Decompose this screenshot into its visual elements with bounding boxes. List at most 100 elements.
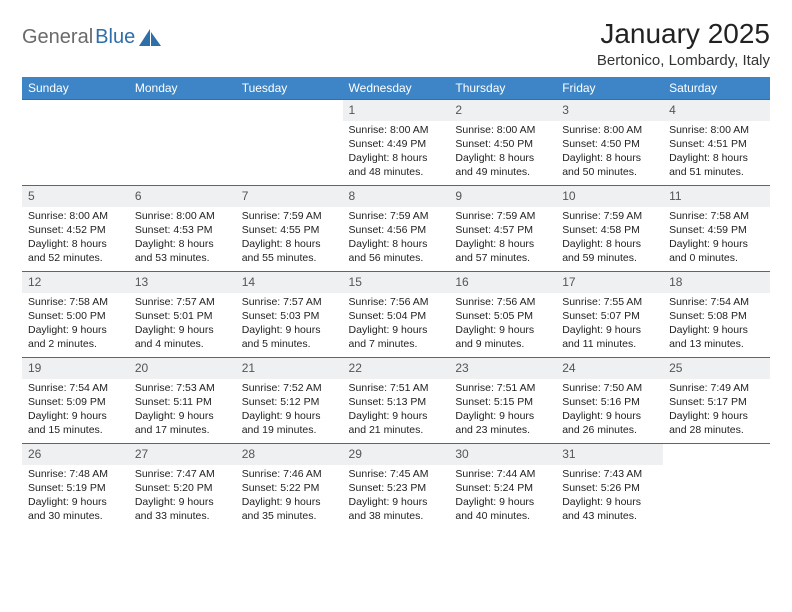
daylight-text: Daylight: 9 hours and 17 minutes. (135, 409, 230, 437)
day-number: 6 (129, 186, 236, 207)
sunset-text: Sunset: 4:50 PM (455, 137, 550, 151)
day-number: 27 (129, 444, 236, 465)
sunrise-text: Sunrise: 7:50 AM (562, 381, 657, 395)
brand-part2: Blue (95, 26, 135, 49)
brand-part1: General (22, 26, 93, 49)
sunset-text: Sunset: 5:08 PM (669, 309, 764, 323)
day-number: 19 (22, 358, 129, 379)
header: GeneralBlue January 2025 Bertonico, Lomb… (22, 18, 770, 69)
daylight-text: Daylight: 9 hours and 43 minutes. (562, 495, 657, 523)
day-info: Sunrise: 7:59 AMSunset: 4:56 PMDaylight:… (343, 207, 450, 270)
calendar-day-cell: 25Sunrise: 7:49 AMSunset: 5:17 PMDayligh… (663, 358, 770, 444)
sunset-text: Sunset: 4:51 PM (669, 137, 764, 151)
daylight-text: Daylight: 9 hours and 30 minutes. (28, 495, 123, 523)
sunrise-text: Sunrise: 7:49 AM (669, 381, 764, 395)
day-number: 17 (556, 272, 663, 293)
calendar-day-cell: 8Sunrise: 7:59 AMSunset: 4:56 PMDaylight… (343, 186, 450, 272)
calendar-day-cell: 21Sunrise: 7:52 AMSunset: 5:12 PMDayligh… (236, 358, 343, 444)
day-info: Sunrise: 7:44 AMSunset: 5:24 PMDaylight:… (449, 465, 556, 528)
day-number: 14 (236, 272, 343, 293)
daylight-text: Daylight: 9 hours and 11 minutes. (562, 323, 657, 351)
daylight-text: Daylight: 9 hours and 33 minutes. (135, 495, 230, 523)
calendar-day-cell: 17Sunrise: 7:55 AMSunset: 5:07 PMDayligh… (556, 272, 663, 358)
calendar-day-cell: 5Sunrise: 8:00 AMSunset: 4:52 PMDaylight… (22, 186, 129, 272)
sunset-text: Sunset: 5:03 PM (242, 309, 337, 323)
day-number: 10 (556, 186, 663, 207)
day-number: 5 (22, 186, 129, 207)
sunset-text: Sunset: 5:13 PM (349, 395, 444, 409)
day-info: Sunrise: 7:46 AMSunset: 5:22 PMDaylight:… (236, 465, 343, 528)
calendar-day-cell (22, 100, 129, 186)
day-number: 13 (129, 272, 236, 293)
day-info: Sunrise: 7:49 AMSunset: 5:17 PMDaylight:… (663, 379, 770, 442)
sunrise-text: Sunrise: 7:53 AM (135, 381, 230, 395)
sunset-text: Sunset: 5:12 PM (242, 395, 337, 409)
daylight-text: Daylight: 9 hours and 7 minutes. (349, 323, 444, 351)
day-info: Sunrise: 7:51 AMSunset: 5:15 PMDaylight:… (449, 379, 556, 442)
day-info: Sunrise: 7:48 AMSunset: 5:19 PMDaylight:… (22, 465, 129, 528)
calendar-day-cell: 29Sunrise: 7:45 AMSunset: 5:23 PMDayligh… (343, 444, 450, 530)
calendar-week-row: 19Sunrise: 7:54 AMSunset: 5:09 PMDayligh… (22, 358, 770, 444)
day-number: 30 (449, 444, 556, 465)
calendar-table: Sunday Monday Tuesday Wednesday Thursday… (22, 77, 770, 530)
day-number: 28 (236, 444, 343, 465)
day-info: Sunrise: 7:59 AMSunset: 4:58 PMDaylight:… (556, 207, 663, 270)
calendar-day-cell: 23Sunrise: 7:51 AMSunset: 5:15 PMDayligh… (449, 358, 556, 444)
sunset-text: Sunset: 4:50 PM (562, 137, 657, 151)
day-number: 4 (663, 100, 770, 121)
daylight-text: Daylight: 8 hours and 50 minutes. (562, 151, 657, 179)
sunrise-text: Sunrise: 7:44 AM (455, 467, 550, 481)
sunrise-text: Sunrise: 7:58 AM (669, 209, 764, 223)
daylight-text: Daylight: 9 hours and 23 minutes. (455, 409, 550, 437)
sunset-text: Sunset: 5:22 PM (242, 481, 337, 495)
sunrise-text: Sunrise: 7:46 AM (242, 467, 337, 481)
day-number: 11 (663, 186, 770, 207)
sunset-text: Sunset: 4:56 PM (349, 223, 444, 237)
calendar-day-cell: 9Sunrise: 7:59 AMSunset: 4:57 PMDaylight… (449, 186, 556, 272)
day-number: 18 (663, 272, 770, 293)
sunset-text: Sunset: 5:19 PM (28, 481, 123, 495)
calendar-day-cell: 20Sunrise: 7:53 AMSunset: 5:11 PMDayligh… (129, 358, 236, 444)
day-info: Sunrise: 7:56 AMSunset: 5:05 PMDaylight:… (449, 293, 556, 356)
calendar-day-cell: 19Sunrise: 7:54 AMSunset: 5:09 PMDayligh… (22, 358, 129, 444)
day-info: Sunrise: 7:54 AMSunset: 5:09 PMDaylight:… (22, 379, 129, 442)
day-number: 26 (22, 444, 129, 465)
sunset-text: Sunset: 4:53 PM (135, 223, 230, 237)
weekday-header: Friday (556, 77, 663, 100)
sunrise-text: Sunrise: 7:51 AM (455, 381, 550, 395)
daylight-text: Daylight: 9 hours and 21 minutes. (349, 409, 444, 437)
daylight-text: Daylight: 9 hours and 19 minutes. (242, 409, 337, 437)
daylight-text: Daylight: 9 hours and 26 minutes. (562, 409, 657, 437)
daylight-text: Daylight: 8 hours and 53 minutes. (135, 237, 230, 265)
sunrise-text: Sunrise: 7:56 AM (455, 295, 550, 309)
calendar-day-cell: 6Sunrise: 8:00 AMSunset: 4:53 PMDaylight… (129, 186, 236, 272)
day-number: 9 (449, 186, 556, 207)
sunrise-text: Sunrise: 7:54 AM (669, 295, 764, 309)
calendar-day-cell: 13Sunrise: 7:57 AMSunset: 5:01 PMDayligh… (129, 272, 236, 358)
day-number: 3 (556, 100, 663, 121)
sunset-text: Sunset: 5:05 PM (455, 309, 550, 323)
sunset-text: Sunset: 5:07 PM (562, 309, 657, 323)
calendar-day-cell: 7Sunrise: 7:59 AMSunset: 4:55 PMDaylight… (236, 186, 343, 272)
daylight-text: Daylight: 9 hours and 4 minutes. (135, 323, 230, 351)
sunrise-text: Sunrise: 7:58 AM (28, 295, 123, 309)
daylight-text: Daylight: 8 hours and 55 minutes. (242, 237, 337, 265)
day-info: Sunrise: 7:53 AMSunset: 5:11 PMDaylight:… (129, 379, 236, 442)
daylight-text: Daylight: 9 hours and 38 minutes. (349, 495, 444, 523)
day-number: 8 (343, 186, 450, 207)
day-info: Sunrise: 7:51 AMSunset: 5:13 PMDaylight:… (343, 379, 450, 442)
sunset-text: Sunset: 5:23 PM (349, 481, 444, 495)
day-info: Sunrise: 7:57 AMSunset: 5:01 PMDaylight:… (129, 293, 236, 356)
weekday-header: Sunday (22, 77, 129, 100)
daylight-text: Daylight: 9 hours and 2 minutes. (28, 323, 123, 351)
sunrise-text: Sunrise: 8:00 AM (562, 123, 657, 137)
daylight-text: Daylight: 9 hours and 15 minutes. (28, 409, 123, 437)
sunrise-text: Sunrise: 7:57 AM (135, 295, 230, 309)
brand-logo: GeneralBlue (22, 18, 161, 49)
day-info: Sunrise: 7:59 AMSunset: 4:57 PMDaylight:… (449, 207, 556, 270)
calendar-day-cell (129, 100, 236, 186)
sunrise-text: Sunrise: 7:59 AM (242, 209, 337, 223)
day-info: Sunrise: 8:00 AMSunset: 4:50 PMDaylight:… (556, 121, 663, 184)
sunset-text: Sunset: 5:24 PM (455, 481, 550, 495)
day-number: 23 (449, 358, 556, 379)
